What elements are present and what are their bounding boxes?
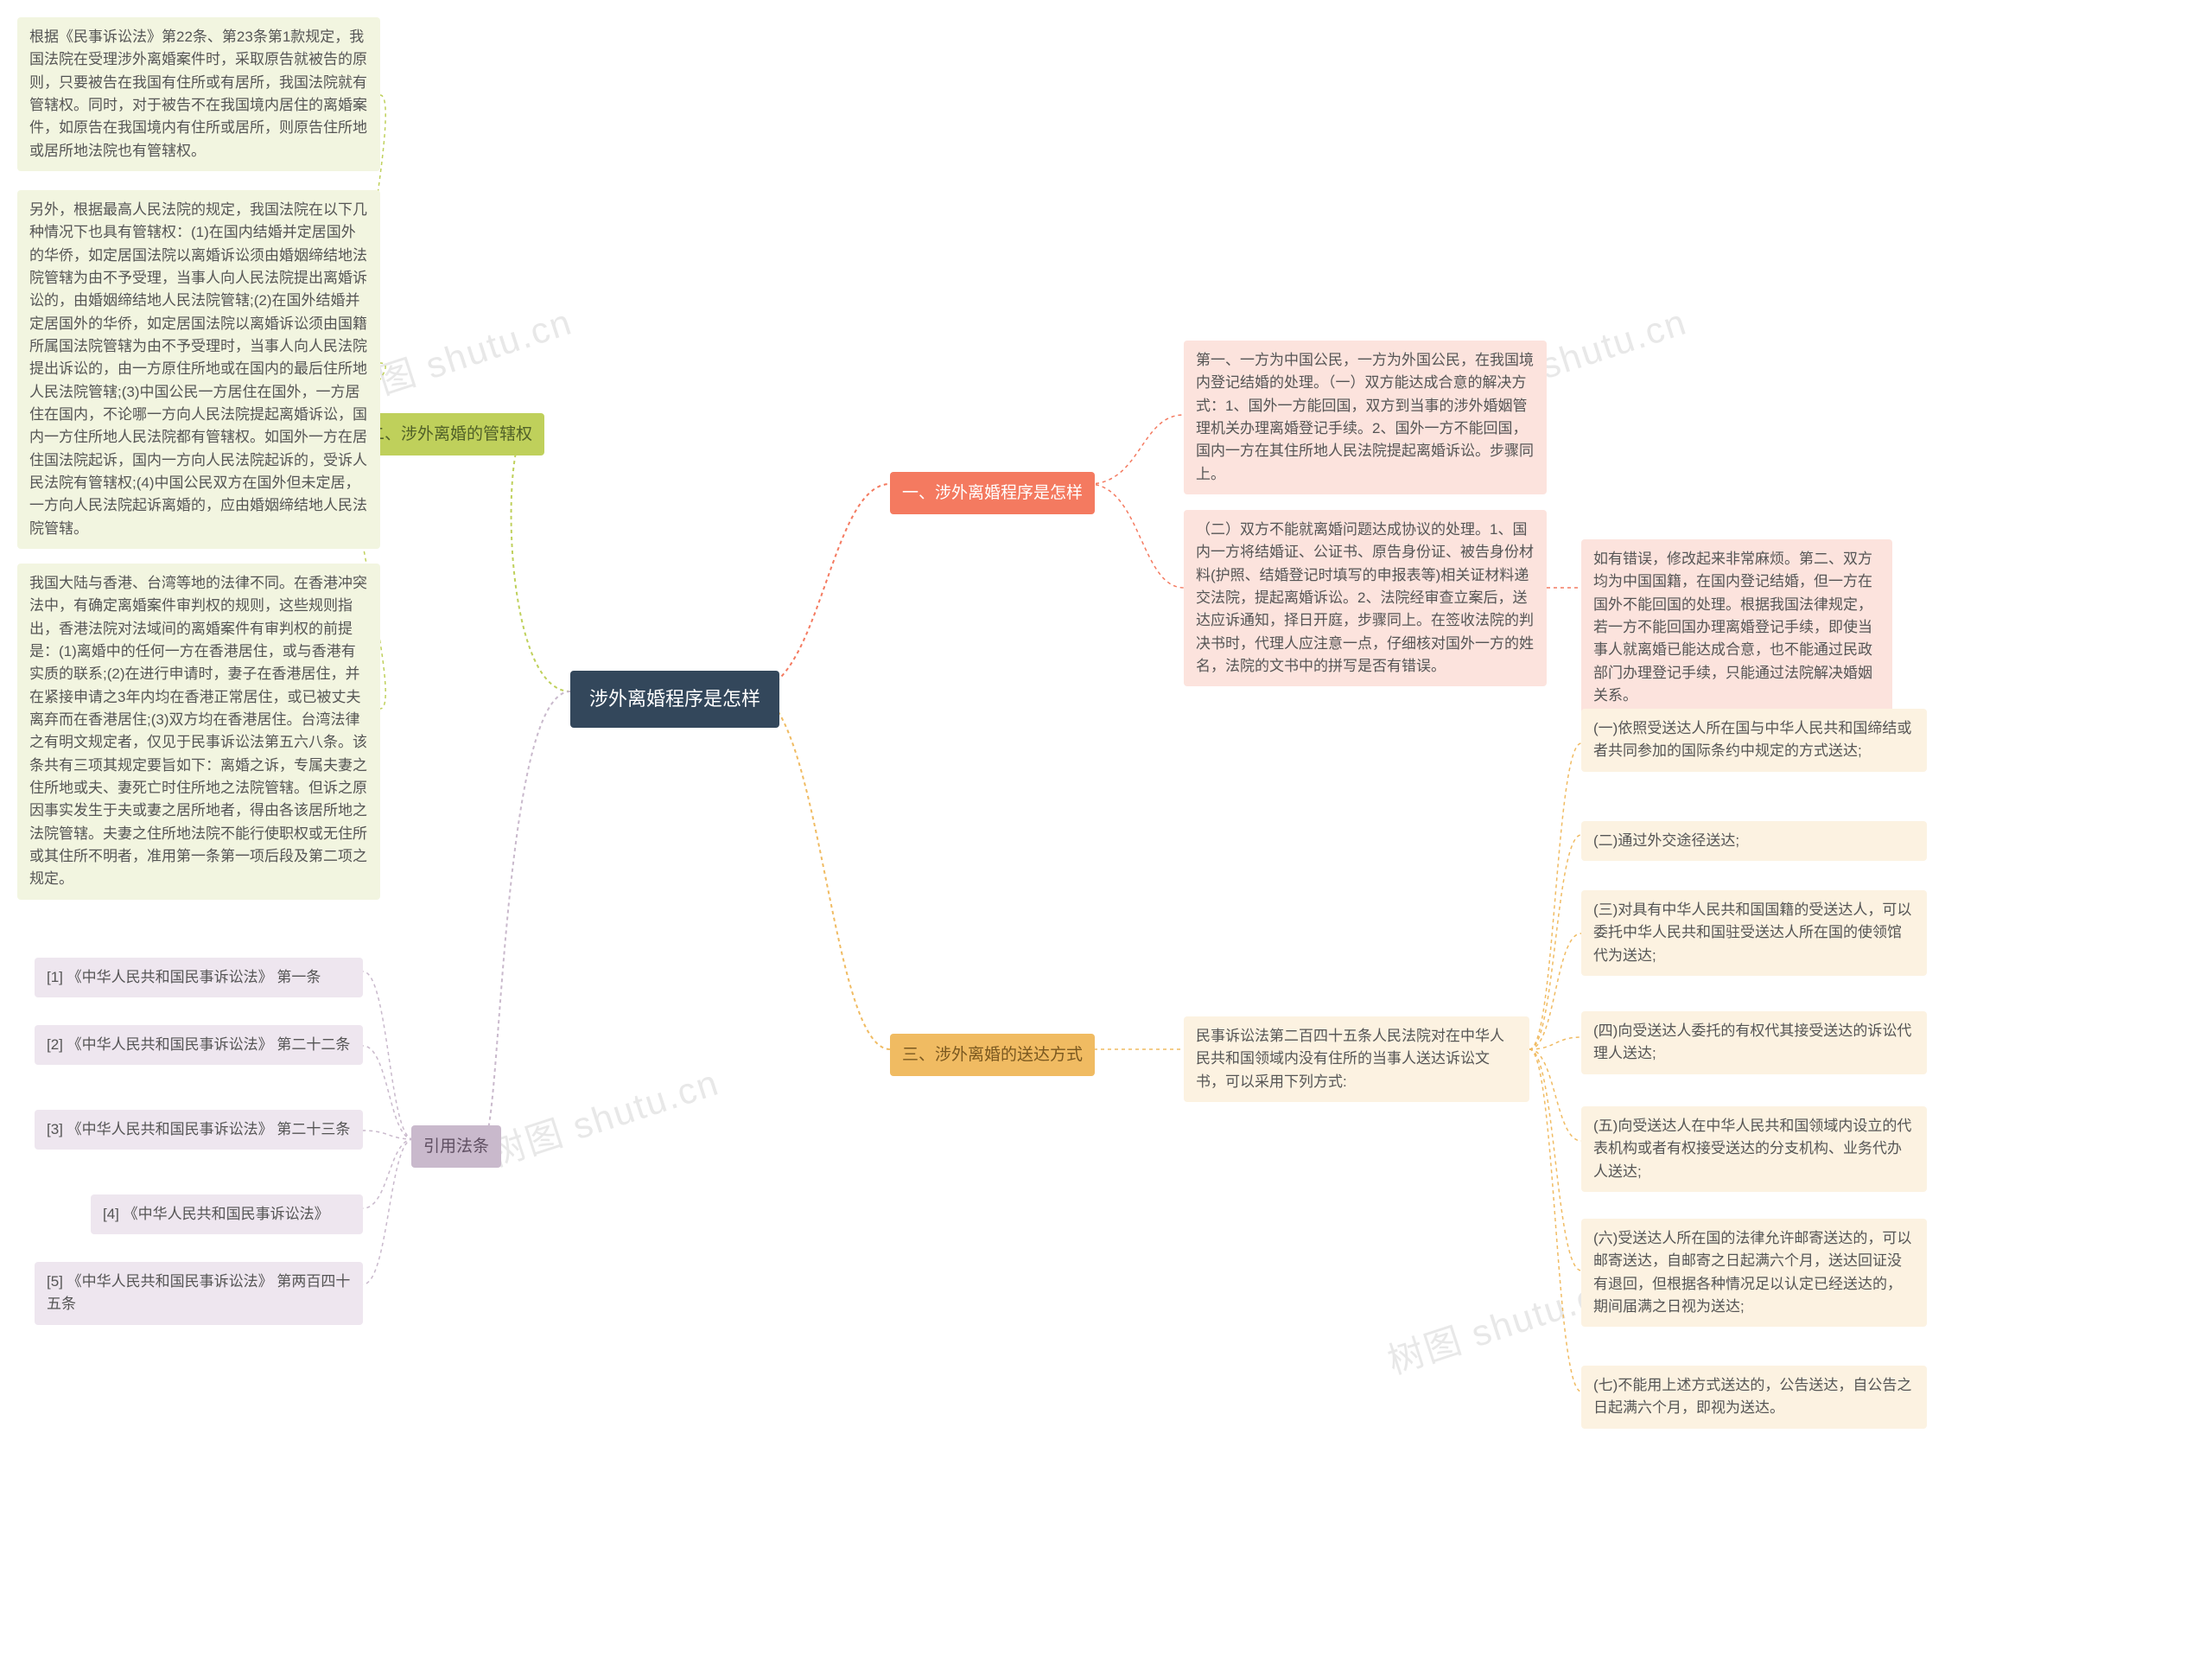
leaf-b3-6: (六)受送达人所在国的法律允许邮寄送达的，可以邮寄送达，自邮寄之日起满六个月，送… xyxy=(1581,1219,1927,1327)
branch-citations[interactable]: 引用法条 xyxy=(411,1125,501,1168)
leaf-b3-7: (七)不能用上述方式送达的，公告送达，自公告之日起满六个月，即视为送达。 xyxy=(1581,1366,1927,1429)
leaf-b1-1: 第一、一方为中国公民，一方为外国公民，在我国境内登记结婚的处理。（一）双方能达成… xyxy=(1184,341,1547,494)
leaf-b1-2: （二）双方不能就离婚问题达成协议的处理。1、国内一方将结婚证、公证书、原告身份证… xyxy=(1184,510,1547,686)
branch-procedure[interactable]: 一、涉外离婚程序是怎样 xyxy=(890,472,1095,514)
leaf-b2-1: 根据《民事诉讼法》第22条、第23条第1款规定，我国法院在受理涉外离婚案件时，采… xyxy=(17,17,380,171)
leaf-b3-0: 民事诉讼法第二百四十五条人民法院对在中华人民共和国领域内没有住所的当事人送达诉讼… xyxy=(1184,1016,1529,1102)
leaf-b4-2: [2] 《中华人民共和国民事诉讼法》 第二十二条 xyxy=(35,1025,363,1065)
leaf-b2-3: 我国大陆与香港、台湾等地的法律不同。在香港冲突法中，有确定离婚案件审判权的规则，… xyxy=(17,564,380,900)
leaf-b1-2b: 如有错误，修改起来非常麻烦。第二、双方均为中国国籍，在国内登记结婚，但一方在国外… xyxy=(1581,539,1892,716)
leaf-b4-3: [3] 《中华人民共和国民事诉讼法》 第二十三条 xyxy=(35,1110,363,1150)
leaf-b4-1: [1] 《中华人民共和国民事诉讼法》 第一条 xyxy=(35,958,363,997)
leaf-b3-5: (五)向受送达人在中华人民共和国领域内设立的代表机构或者有权接受送达的分支机构、… xyxy=(1581,1106,1927,1192)
branch-service[interactable]: 三、涉外离婚的送达方式 xyxy=(890,1034,1095,1076)
leaf-b3-4: (四)向受送达人委托的有权代其接受送达的诉讼代理人送达; xyxy=(1581,1011,1927,1074)
watermark: 树图 shutu.cn xyxy=(481,1054,725,1177)
leaf-b3-2: (二)通过外交途径送达; xyxy=(1581,821,1927,861)
leaf-b3-1: (一)依照受送达人所在国与中华人民共和国缔结或者共同参加的国际条约中规定的方式送… xyxy=(1581,709,1927,772)
branch-jurisdiction[interactable]: 二、涉外离婚的管辖权 xyxy=(356,413,544,455)
leaf-b4-4: [4] 《中华人民共和国民事诉讼法》 xyxy=(91,1194,363,1234)
leaf-b2-2: 另外，根据最高人民法院的规定，我国法院在以下几种情况下也具有管辖权：(1)在国内… xyxy=(17,190,380,549)
leaf-b3-3: (三)对具有中华人民共和国国籍的受送达人，可以委托中华人民共和国驻受送达人所在国… xyxy=(1581,890,1927,976)
leaf-b4-5: [5] 《中华人民共和国民事诉讼法》 第两百四十五条 xyxy=(35,1262,363,1325)
center-node[interactable]: 涉外离婚程序是怎样 xyxy=(570,671,779,728)
